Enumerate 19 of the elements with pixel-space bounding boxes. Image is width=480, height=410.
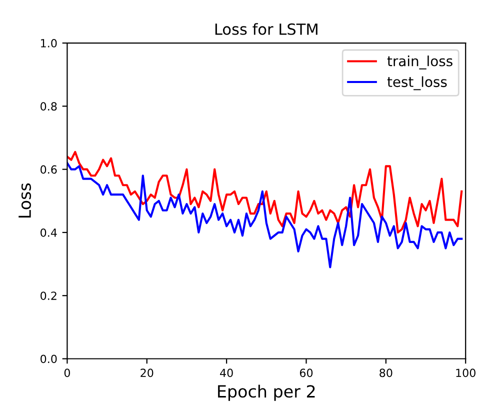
y-tick-label: 0.0 [40,354,57,364]
chart-title: Loss for LSTM [215,23,318,35]
y-tick-label: 0.6 [40,165,57,174]
y-tick-label: 0.4 [40,228,57,237]
x-tick-label: 20 [140,368,154,378]
y-tick-label: 0.8 [40,102,57,111]
x-tick-label: 100 [456,368,476,378]
line-series [67,162,463,268]
y-tick-label: 1.0 [41,39,57,48]
x-tick-label: 80 [380,368,392,378]
y-axis-title: Loss [18,183,32,218]
y-tick-label: 0.2 [40,292,56,300]
legend-label: train_loss [387,56,452,70]
x-tick-label: 40 [220,368,233,378]
x-tick-label: 0 [64,368,70,378]
legend-label: test_loss [387,76,447,90]
line-series [67,150,463,234]
x-tick-label: 60 [300,368,313,378]
x-axis-title: Epoch per 2 [218,384,315,401]
